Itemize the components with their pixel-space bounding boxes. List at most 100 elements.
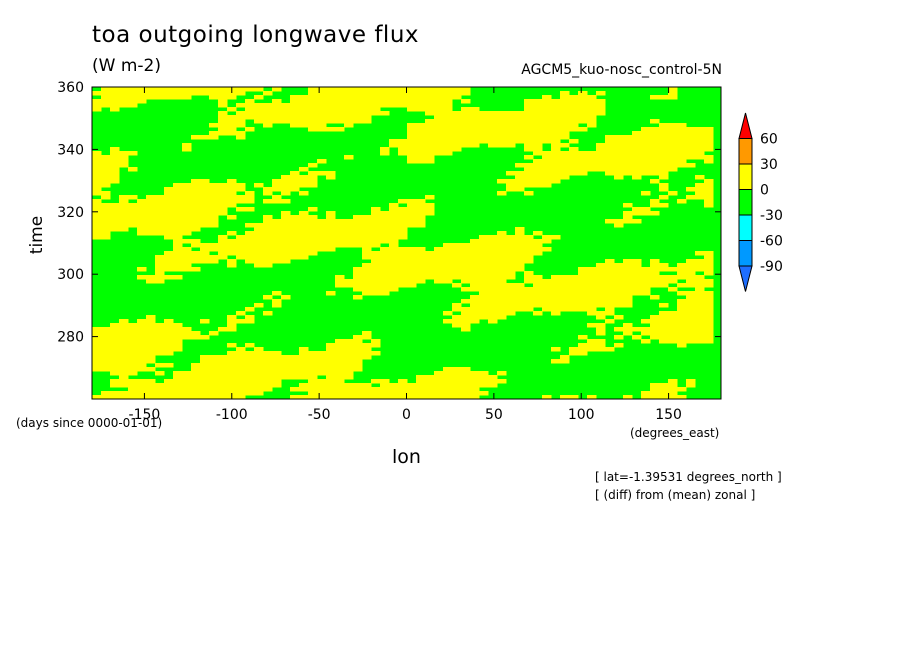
field-cell bbox=[641, 395, 651, 400]
field-cell bbox=[281, 183, 291, 188]
field-cell bbox=[389, 143, 399, 148]
field-cell bbox=[416, 131, 426, 136]
field-cell bbox=[506, 307, 516, 312]
field-cell bbox=[515, 283, 525, 288]
field-cell bbox=[245, 255, 255, 260]
field-cell bbox=[425, 267, 435, 272]
field-cell bbox=[470, 303, 480, 308]
field-cell bbox=[146, 315, 156, 320]
field-cell bbox=[200, 195, 210, 200]
field-cell bbox=[605, 163, 615, 168]
field-cell bbox=[308, 175, 318, 180]
field-cell bbox=[461, 375, 471, 380]
field-cell bbox=[389, 219, 399, 224]
field-cell bbox=[515, 119, 525, 124]
field-cell bbox=[254, 251, 264, 256]
field-cell bbox=[290, 215, 300, 220]
field-cell bbox=[290, 387, 300, 392]
field-cell bbox=[209, 95, 219, 100]
field-cell bbox=[650, 119, 660, 124]
field-cell bbox=[380, 379, 390, 384]
field-cell bbox=[551, 127, 561, 132]
field-cell bbox=[695, 291, 705, 296]
field-cell bbox=[173, 323, 183, 328]
field-cell bbox=[578, 271, 588, 276]
y-tick-label: 280 bbox=[57, 330, 84, 346]
field-cell bbox=[344, 227, 354, 232]
field-cell bbox=[335, 351, 345, 356]
x-tick-label: 50 bbox=[485, 407, 503, 423]
field-cell bbox=[92, 219, 102, 224]
field-cell bbox=[578, 155, 588, 160]
field-cell bbox=[389, 215, 399, 220]
field-cell bbox=[488, 131, 498, 136]
field-cell bbox=[263, 119, 273, 124]
field-cell bbox=[254, 371, 264, 376]
field-cell bbox=[335, 107, 345, 112]
field-cell bbox=[578, 275, 588, 280]
field-cell bbox=[155, 267, 165, 272]
field-cell bbox=[209, 255, 219, 260]
field-cell bbox=[407, 103, 417, 108]
field-cell bbox=[137, 275, 147, 280]
field-cell bbox=[416, 127, 426, 132]
field-cell bbox=[488, 287, 498, 292]
field-cell bbox=[452, 315, 462, 320]
field-cell bbox=[191, 135, 201, 140]
field-cell bbox=[272, 291, 282, 296]
field-cell bbox=[173, 207, 183, 212]
field-cell bbox=[263, 111, 273, 116]
field-cell bbox=[92, 367, 102, 372]
field-cell bbox=[155, 331, 165, 336]
field-cell bbox=[137, 383, 147, 388]
field-cell bbox=[353, 243, 363, 248]
field-cell bbox=[515, 299, 525, 304]
field-cell bbox=[164, 363, 174, 368]
field-cell bbox=[182, 267, 192, 272]
field-cell bbox=[137, 343, 147, 348]
field-cell bbox=[263, 239, 273, 244]
field-cell bbox=[146, 319, 156, 324]
field-cell bbox=[191, 183, 201, 188]
field-cell bbox=[461, 395, 471, 400]
field-cell bbox=[137, 351, 147, 356]
field-cell bbox=[227, 231, 237, 236]
field-cell bbox=[461, 287, 471, 292]
field-cell bbox=[182, 91, 192, 96]
field-cell bbox=[425, 195, 435, 200]
field-cell bbox=[659, 167, 669, 172]
field-cell bbox=[353, 227, 363, 232]
field-cell bbox=[569, 119, 579, 124]
field-cell bbox=[110, 391, 120, 396]
field-cell bbox=[434, 139, 444, 144]
field-cell bbox=[119, 363, 129, 368]
field-cell bbox=[146, 279, 156, 284]
field-cell bbox=[236, 239, 246, 244]
field-cell bbox=[704, 279, 714, 284]
field-cell bbox=[596, 159, 606, 164]
field-cell bbox=[164, 91, 174, 96]
field-cell bbox=[578, 159, 588, 164]
field-cell bbox=[191, 207, 201, 212]
field-cell bbox=[209, 87, 219, 92]
field-cell bbox=[515, 287, 525, 292]
field-cell bbox=[596, 339, 606, 344]
field-cell bbox=[272, 303, 282, 308]
field-cell bbox=[416, 143, 426, 148]
field-cell bbox=[452, 391, 462, 396]
y-tick-label: 360 bbox=[57, 80, 84, 96]
field-cell bbox=[92, 235, 102, 240]
field-cell bbox=[677, 343, 687, 348]
field-cell bbox=[173, 375, 183, 380]
field-cell bbox=[272, 363, 282, 368]
field-cell bbox=[218, 395, 228, 400]
field-cell bbox=[92, 359, 102, 364]
chart-units: (W m-2) bbox=[92, 56, 161, 76]
field-cell bbox=[308, 163, 318, 168]
field-cell bbox=[569, 295, 579, 300]
field-cell bbox=[551, 179, 561, 184]
field-cell bbox=[614, 303, 624, 308]
field-cell bbox=[407, 223, 417, 228]
field-cell bbox=[290, 183, 300, 188]
field-cell bbox=[704, 255, 714, 260]
